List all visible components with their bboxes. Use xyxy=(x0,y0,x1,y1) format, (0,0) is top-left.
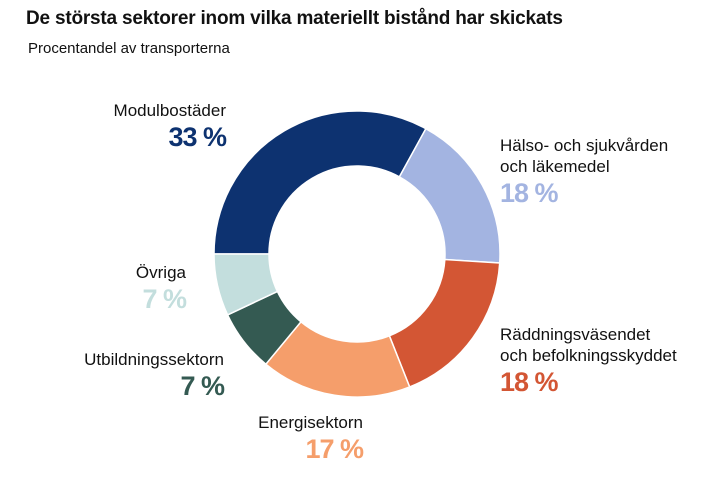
slice-label: och befolkningsskyddet xyxy=(500,346,677,365)
label-halso: Hälso- och sjukvården och läkemedel 18 % xyxy=(500,135,668,209)
slice-value: 7 % xyxy=(180,371,225,401)
donut-slice-1 xyxy=(398,127,501,264)
slice-value: 18 % xyxy=(500,367,559,397)
slice-label: Energisektorn xyxy=(258,413,363,432)
chart-title: De största sektorer inom vilka materiell… xyxy=(26,8,563,29)
label-energi: Energisektorn 17 % xyxy=(258,412,364,465)
label-ovriga: Övriga 7 % xyxy=(135,262,187,315)
slice-label: och läkemedel xyxy=(500,157,610,176)
label-raddning: Räddningsväsendet och befolkningsskyddet… xyxy=(500,324,677,398)
donut-slice-5 xyxy=(213,253,279,316)
slice-label: Utbildningssektorn xyxy=(84,350,224,369)
slice-label: Räddningsväsendet xyxy=(500,325,651,344)
label-modulbostader: Modulbostäder 33 % xyxy=(113,100,227,153)
slice-label: Övriga xyxy=(135,263,186,282)
slice-value: 7 % xyxy=(142,284,187,314)
slice-label: Hälso- och sjukvården xyxy=(500,136,669,155)
donut-slice-0 xyxy=(213,110,427,255)
slice-label: Modulbostäder xyxy=(113,101,226,120)
chart-subtitle: Procentandel av transporterna xyxy=(28,40,230,57)
label-utbildning: Utbildningssektorn 7 % xyxy=(84,349,225,402)
donut-slice-2 xyxy=(388,258,501,388)
slice-value: 17 % xyxy=(305,434,364,464)
slice-value: 18 % xyxy=(500,178,559,208)
slice-value: 33 % xyxy=(168,122,227,152)
